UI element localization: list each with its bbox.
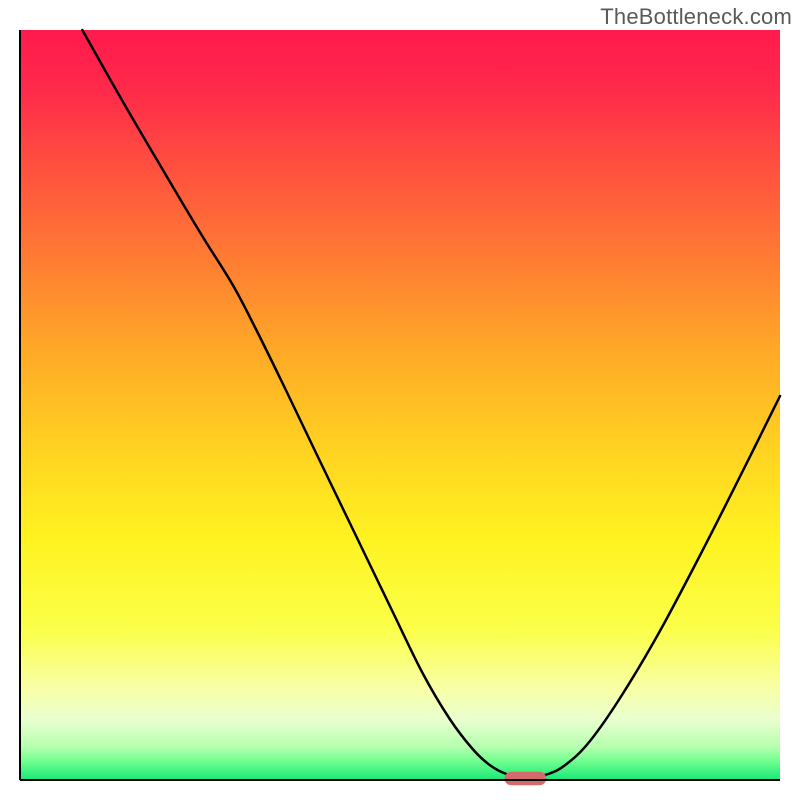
chart-container: TheBottleneck.com [0, 0, 800, 800]
optimal-marker [505, 772, 547, 786]
plot-background [20, 30, 780, 780]
bottleneck-chart [0, 0, 800, 800]
watermark-text: TheBottleneck.com [600, 4, 792, 30]
